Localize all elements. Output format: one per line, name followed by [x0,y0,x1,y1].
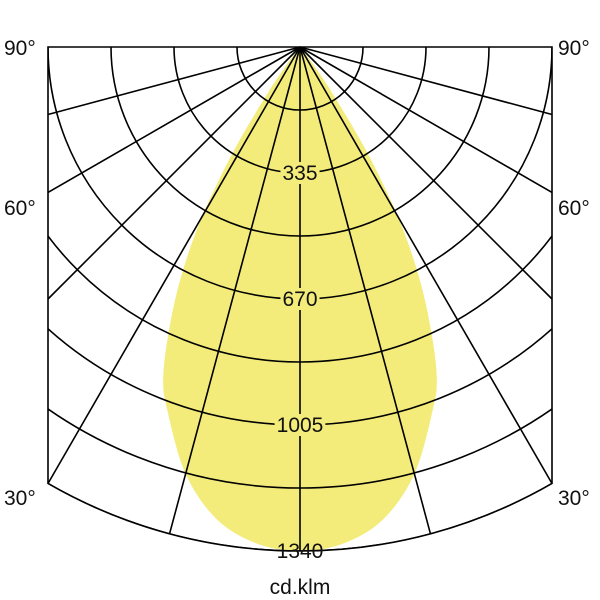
radial-grid-line [168,46,301,535]
radial-tick-label: 670 [282,288,317,311]
radial-lines [47,46,553,552]
radial-grid-line [47,46,301,484]
radial-grid-line [47,46,301,194]
radial-grid-line [299,46,553,300]
angle-label-30-left: 30° [4,487,36,510]
radial-grid-line [47,46,301,300]
chart-boundary [47,46,553,552]
tick-label-background [280,288,320,310]
radial-tick-labels: 335 670 1005 1340 [274,162,326,563]
radial-tick-label: 335 [282,162,317,185]
tick-label-background [280,162,320,184]
radial-grid-line [47,46,301,116]
angle-label-60-left: 60° [4,197,36,220]
angle-label-90-left: 90° [4,37,36,60]
angle-label-60-right: 60° [558,197,590,220]
radial-grid-line [299,46,432,535]
unit-label: cd.klm [270,576,331,599]
tick-label-background [274,414,326,436]
radial-grid-line [299,46,553,484]
labels: 90° 90° 60° 60° 30° 30° cd.klm [4,37,590,599]
radial-grid-line [299,46,553,194]
radial-tick-label: 1340 [277,540,324,563]
angle-label-90-right: 90° [558,37,590,60]
angle-label-30-right: 30° [558,487,590,510]
radial-grid-line [299,46,553,116]
radial-tick-label: 1005 [277,414,324,437]
